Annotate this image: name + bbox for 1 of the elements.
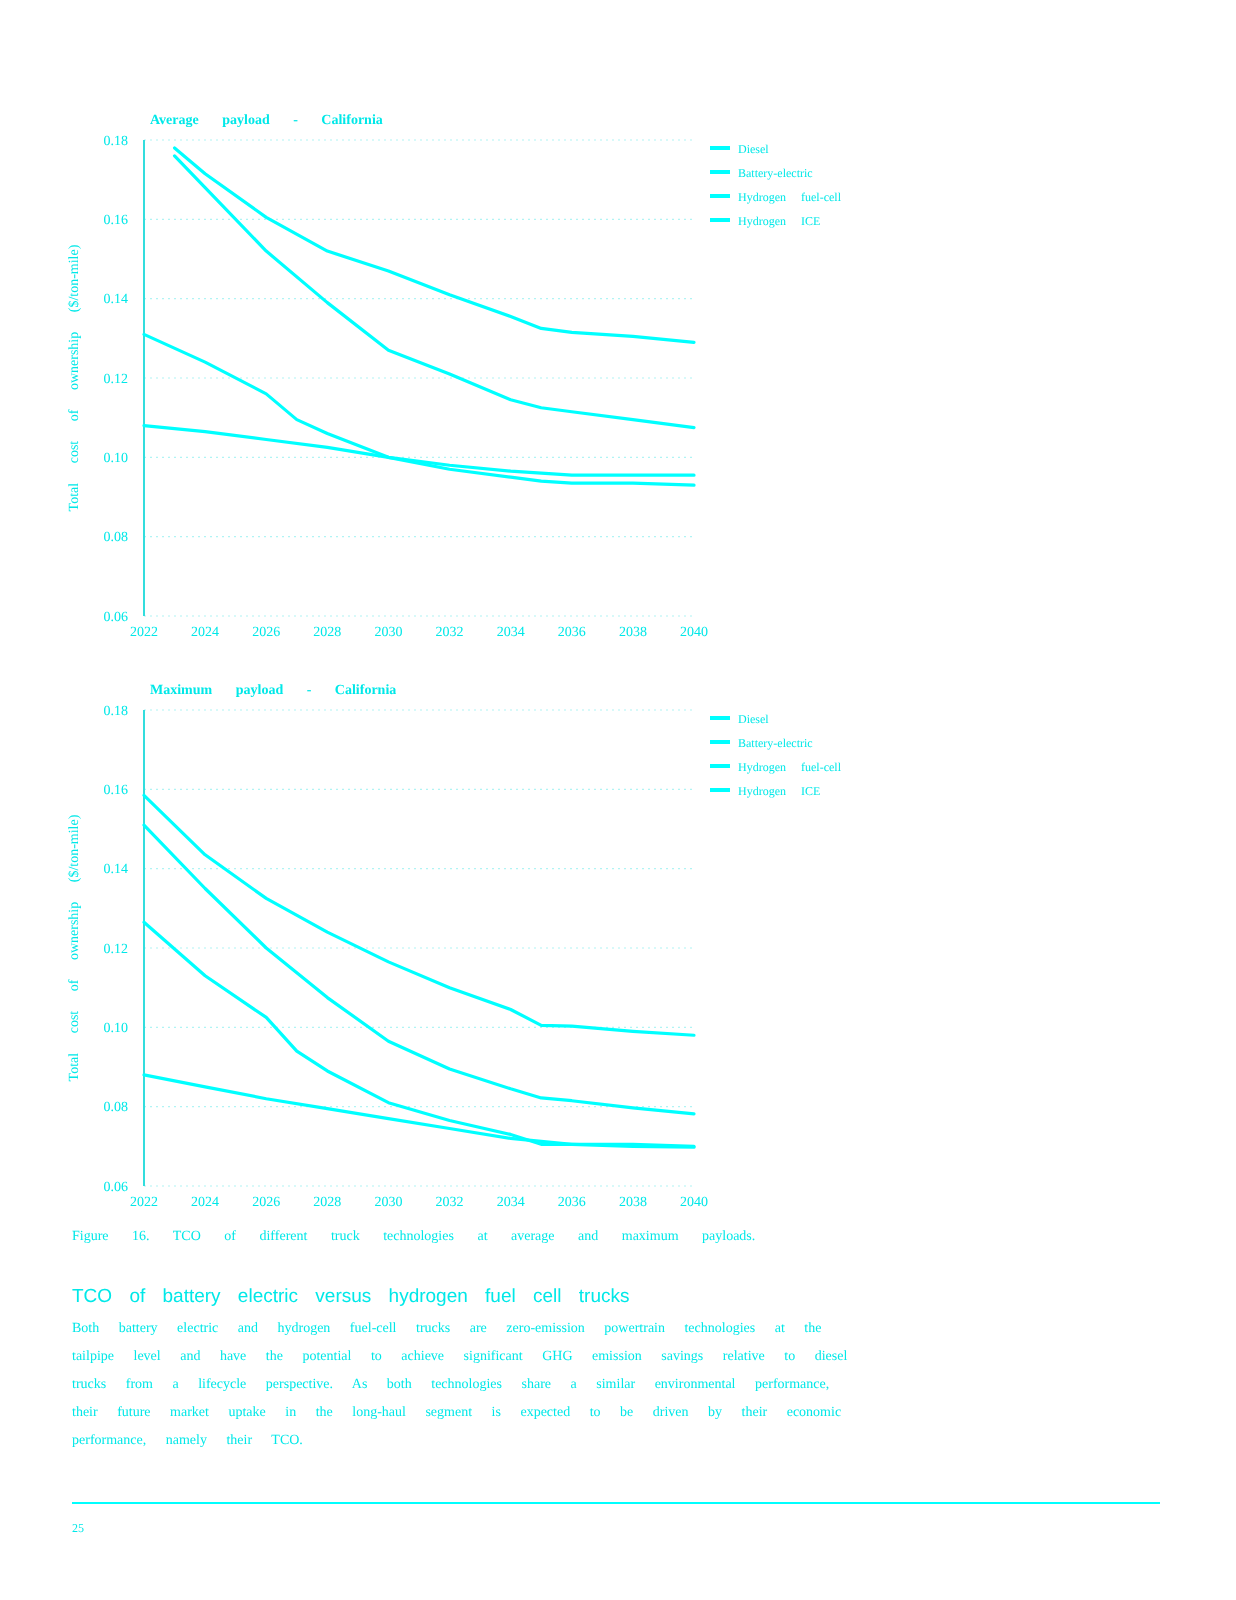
text: TCO of battery electric versus hydrogen fuel cell trucks xyxy=(72,1286,632,1308)
